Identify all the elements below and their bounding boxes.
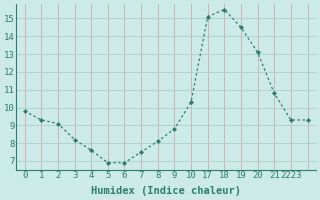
X-axis label: Humidex (Indice chaleur): Humidex (Indice chaleur) bbox=[91, 186, 241, 196]
